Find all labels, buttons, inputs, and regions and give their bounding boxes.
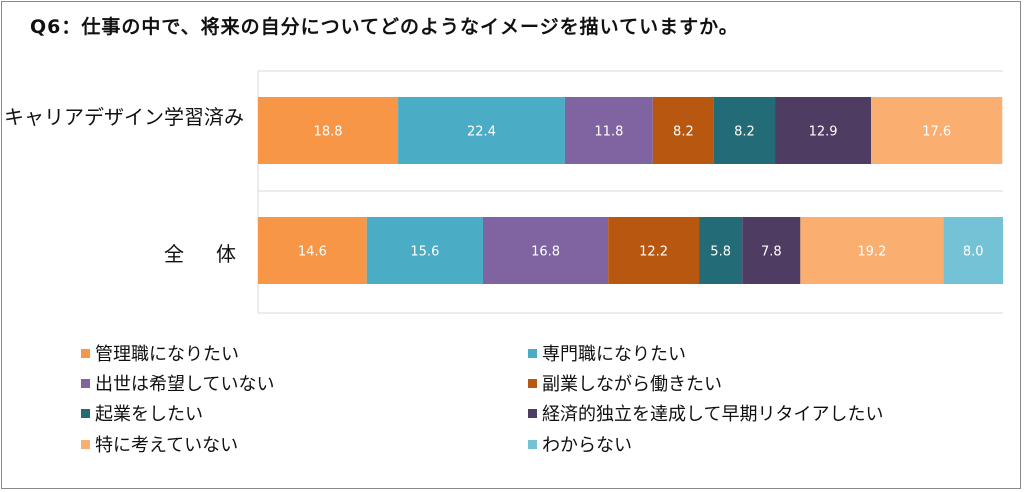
legend-item: 起業をしたい [81,400,203,426]
bar-segment [943,217,1003,284]
legend-item: 専門職になりたい [528,340,686,366]
legend-item: 経済的独立を達成して早期リタイアしたい [528,400,883,426]
data-label: 7.8 [761,245,782,260]
legend-item: 特に考えていない [81,431,238,457]
bar-segment [564,97,653,164]
legend-label: 特に考えていない [95,435,239,456]
data-label: 17.6 [922,125,951,140]
data-label: 12.9 [809,125,838,140]
data-label: 12.2 [639,245,668,260]
legend-label: わからない [542,435,632,456]
legend-label: 起業をしたい [95,404,203,425]
data-label: 18.8 [314,125,343,140]
bar-segment [398,97,565,164]
legend-swatch [528,439,537,449]
bar-segment [258,97,399,164]
data-label: 8.2 [673,125,694,140]
bar-segment [608,217,700,284]
legend-label: 副業しながら働きたい [542,374,722,395]
category-label-overall: 全 体 [164,242,242,266]
data-label: 8.0 [963,245,984,260]
legend-swatch [81,439,90,449]
legend-label: 専門職になりたい [542,344,686,365]
bar-segment [699,217,743,284]
legend-item: わからない [528,431,632,457]
legend-item: 管理職になりたい [81,340,239,366]
legend-label: 経済的独立を達成して早期リタイアしたい [542,404,884,425]
legend-swatch [528,348,537,358]
data-label: 14.6 [298,245,327,260]
bar-segment [713,97,776,164]
data-label: 19.2 [857,245,886,260]
legend-item: 副業しながら働きたい [528,370,722,396]
chart-title: Q6：仕事の中で、将来の自分についてどのようなイメージを描いていますか。 [30,16,739,38]
legend-swatch [528,378,537,388]
data-label: 8.2 [734,125,755,140]
legend-swatch [81,408,90,418]
legend-swatch [81,348,90,358]
bar-segment [742,217,801,284]
category-label-career-design: キャリアデザイン学習済み [4,105,244,129]
legend-swatch [528,408,537,418]
data-label: 16.8 [531,245,560,260]
data-label: 5.8 [710,245,731,260]
legend-item: 出世は希望していない [81,370,274,396]
legend-label: 出世は希望していない [95,374,275,395]
legend-label: 管理職になりたい [95,344,239,365]
bar-segment [482,217,609,284]
bar-segment [871,97,1003,164]
bar-segment [258,217,367,284]
data-label: 15.6 [410,245,439,260]
data-label: 11.8 [594,125,623,140]
bar-segment [366,217,483,284]
bar-segment [652,97,714,164]
bar-segment [800,217,944,284]
data-label: 22.4 [467,125,496,140]
legend-swatch [81,378,90,388]
bar-segment [775,97,872,164]
